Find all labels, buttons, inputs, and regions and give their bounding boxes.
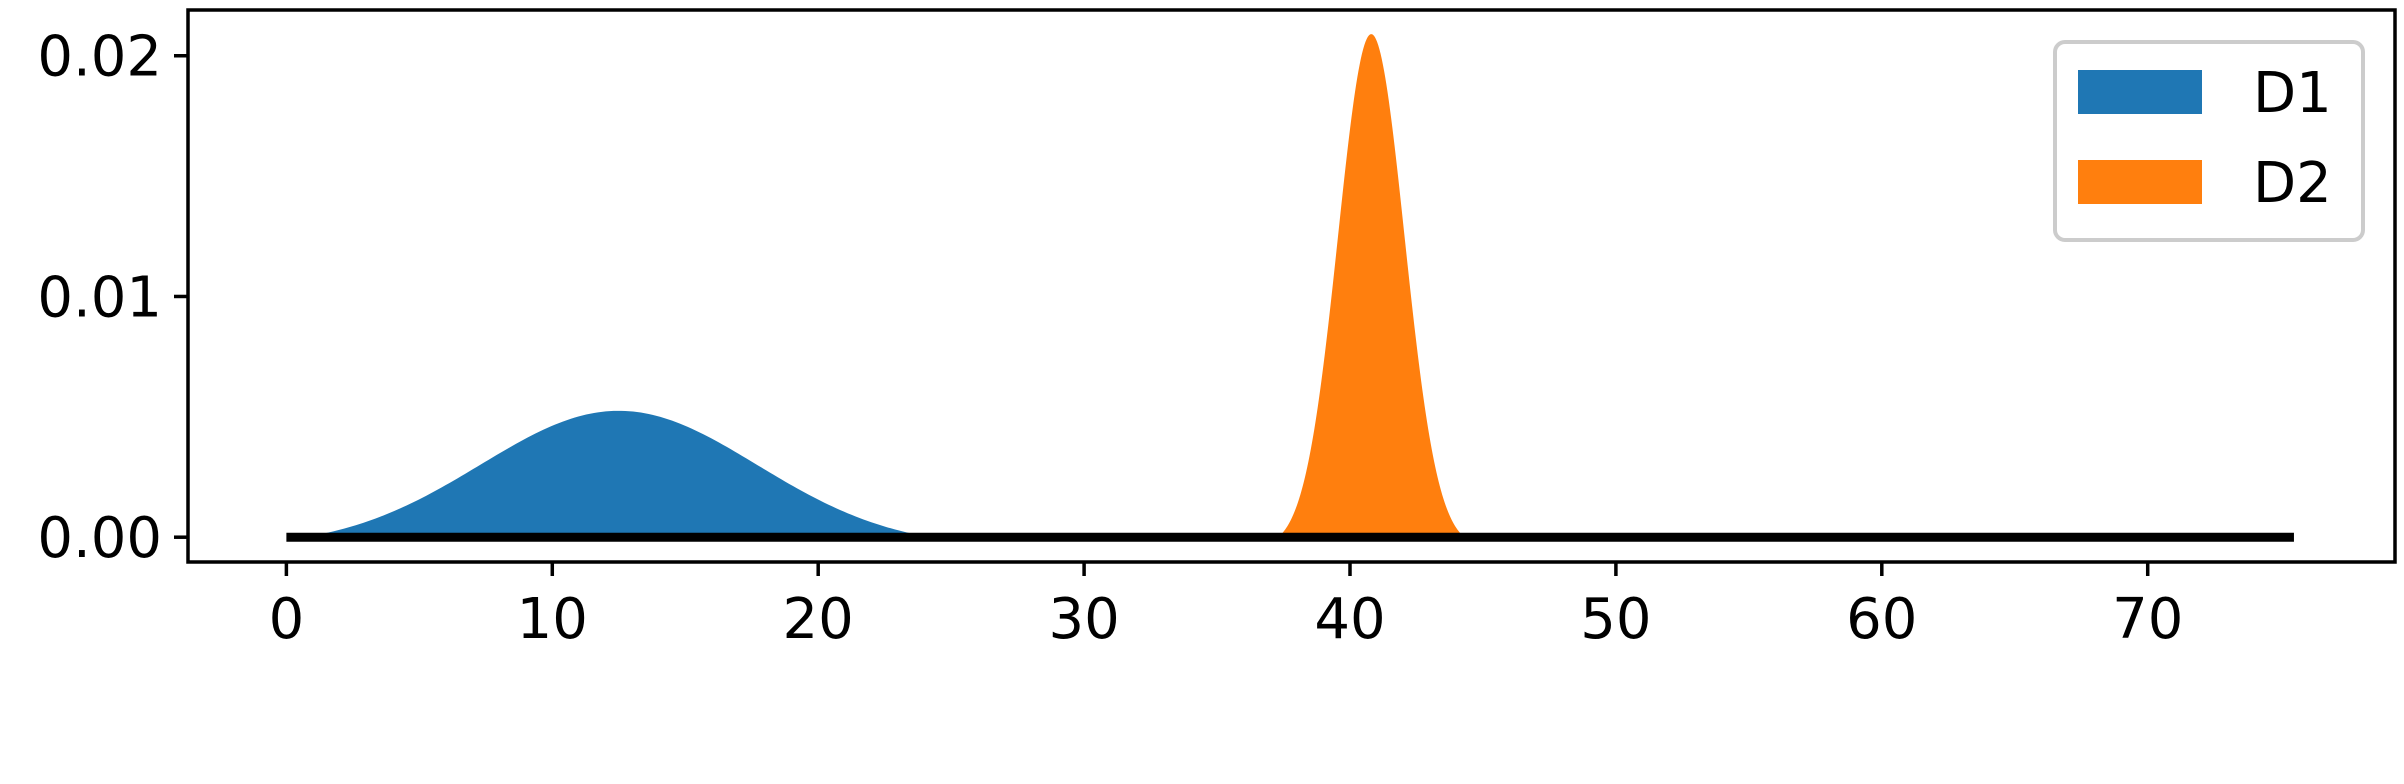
y-tick-label: 0.01 [37, 265, 162, 330]
series-d1-area [305, 410, 930, 538]
x-tick-label: 30 [1048, 587, 1119, 652]
x-tick-label: 60 [1846, 587, 1917, 652]
legend-swatch-d1 [2078, 70, 2202, 114]
x-tick-label: 10 [517, 587, 588, 652]
legend-swatch-d2 [2078, 160, 2202, 204]
y-axis: 0.00 0.01 0.02 [37, 25, 188, 571]
legend-label-d1: D1 [2253, 61, 2332, 126]
legend-label-d2: D2 [2253, 151, 2332, 216]
x-tick-label: 50 [1580, 587, 1651, 652]
x-tick-label: 0 [269, 587, 305, 652]
x-tick-label: 40 [1314, 587, 1385, 652]
plot-area [286, 34, 2294, 542]
y-tick-label: 0.00 [37, 506, 162, 571]
series-d2-area [1278, 34, 1465, 538]
axes-frame [186, 8, 2397, 564]
x-tick-label: 20 [783, 587, 854, 652]
x-axis: 0 10 20 30 40 50 60 70 [269, 562, 2183, 652]
y-tick-label: 0.02 [37, 25, 162, 90]
x-tick-label: 70 [2112, 587, 2183, 652]
